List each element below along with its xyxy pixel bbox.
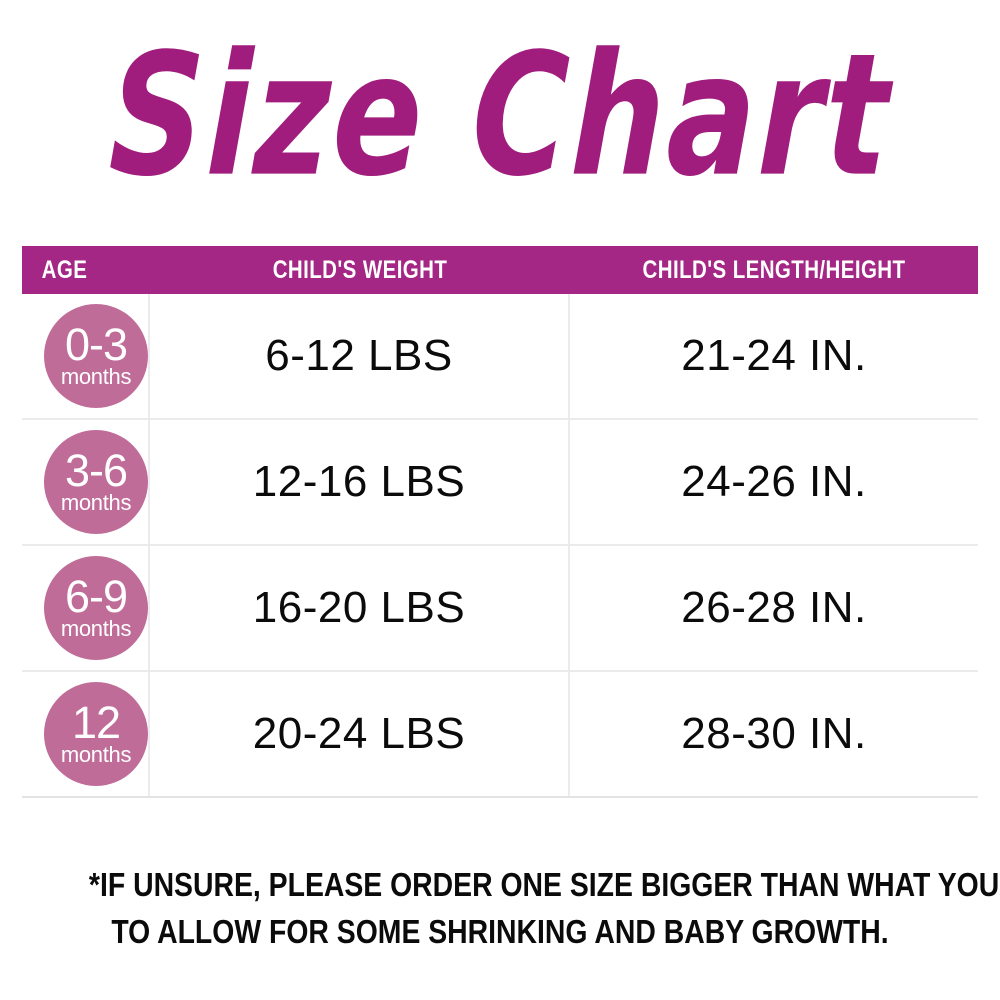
cell-weight: 12-16 LBS [150, 420, 570, 544]
cell-weight: 20-24 LBS [150, 672, 570, 796]
cell-age: 12 months [22, 672, 150, 796]
age-badge-unit: months [60, 490, 132, 516]
table-row: 12 months 20-24 LBS 28-30 IN. [22, 672, 978, 798]
cell-length-height: 28-30 IN. [681, 709, 867, 758]
cell-age: 3-6 months [22, 420, 150, 544]
cell-weight: 6-12 LBS [150, 294, 570, 418]
age-badge: 12 months [44, 682, 148, 786]
footnote-line-2: TO ALLOW FOR SOME SHRINKING AND BABY GRO… [111, 912, 889, 950]
age-badge-unit: months [60, 742, 132, 768]
cell-length-height: 26-28 IN. [681, 583, 867, 632]
page-title: Size Chart [106, 17, 894, 215]
age-badge-number: 12 [71, 696, 121, 748]
age-badge-number: 3-6 [64, 444, 128, 496]
cell-weight: 16-20 LBS [150, 546, 570, 670]
age-badge: 3-6 months [44, 430, 148, 534]
cell-length-height: 24-26 IN. [681, 457, 867, 506]
age-badge-unit: months [60, 364, 132, 390]
age-badge-unit: months [60, 616, 132, 642]
column-header-weight: CHILD'S WEIGHT [272, 255, 448, 284]
cell-length-height: 21-24 IN. [681, 331, 867, 380]
age-badge-number: 6-9 [64, 570, 128, 622]
column-header-age: AGE [41, 255, 88, 284]
table-row: 3-6 months 12-16 LBS 24-26 IN. [22, 420, 978, 546]
age-badge: 6-9 months [44, 556, 148, 660]
cell-age: 0-3 months [22, 294, 150, 418]
age-badge: 0-3 months [44, 304, 148, 408]
cell-age: 6-9 months [22, 546, 150, 670]
column-header-length-height: CHILD'S LENGTH/HEIGHT [642, 255, 906, 284]
table-header-row: AGE CHILD'S WEIGHT CHILD'S LENGTH/HEIGHT [22, 246, 978, 294]
size-chart-table: AGE CHILD'S WEIGHT CHILD'S LENGTH/HEIGHT… [22, 246, 978, 798]
table-row: 0-3 months 6-12 LBS 21-24 IN. [22, 294, 978, 420]
age-badge-number: 0-3 [64, 318, 128, 370]
footnote-line-1: *IF UNSURE, PLEASE ORDER ONE SIZE BIGGER… [88, 866, 1000, 903]
table-row: 6-9 months 16-20 LBS 26-28 IN. [22, 546, 978, 672]
footnote: *IF UNSURE, PLEASE ORDER ONE SIZE BIGGER… [22, 862, 1000, 956]
